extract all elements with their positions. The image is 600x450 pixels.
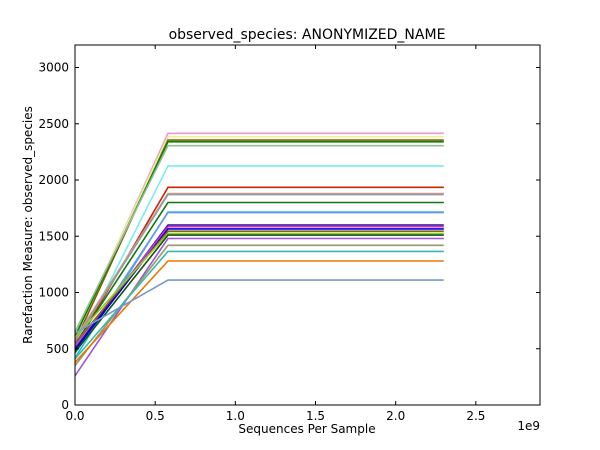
series-line-3 (74, 139, 444, 343)
series-lines (74, 132, 444, 377)
series-line-23 (74, 279, 444, 334)
x-axis-ticks: 0.0 0.5 1.0 1.5 2.0 2.5 (65, 45, 485, 423)
y-tick-label: 500 (46, 342, 69, 356)
y-tick-label: 1000 (38, 286, 69, 300)
series-line-20 (74, 244, 444, 367)
series-line-15 (74, 228, 444, 351)
plot-frame (74, 44, 541, 406)
y-axis-ticks: 0 500 1000 1500 2000 2500 3000 (38, 61, 540, 412)
x-tick-label: 1.0 (226, 409, 245, 423)
x-tick-label: 2.5 (466, 409, 485, 423)
x-tick-label: 1.5 (306, 409, 325, 423)
y-tick-label: 3000 (38, 61, 69, 75)
series-line-7 (74, 186, 444, 347)
x-tick-label: 0.0 (65, 409, 84, 423)
series-line-17 (74, 232, 444, 339)
series-line-9 (74, 193, 444, 342)
series-line-18 (74, 234, 444, 353)
y-axis-label: Rarefaction Measure: observed_species (21, 106, 35, 344)
x-axis-offset-label: 1e9 (517, 419, 540, 433)
series-line-8 (74, 192, 444, 340)
series-line-22 (74, 260, 444, 363)
x-axis-label: Sequences Per Sample (238, 422, 375, 436)
series-line-19 (74, 237, 444, 377)
series-line-5 (74, 144, 444, 333)
chart-title: observed_species: ANONYMIZED_NAME (169, 27, 446, 43)
y-tick-label: 0 (61, 398, 69, 412)
y-tick-label: 2500 (38, 117, 69, 131)
y-tick-label: 2000 (38, 173, 69, 187)
x-tick-label: 0.5 (146, 409, 165, 423)
series-line-21 (74, 250, 444, 360)
x-tick-label: 2.0 (386, 409, 405, 423)
series-line-13 (74, 224, 444, 350)
series-line-16 (74, 230, 444, 344)
y-tick-label: 1500 (38, 229, 69, 243)
series-line-10 (74, 201, 444, 345)
